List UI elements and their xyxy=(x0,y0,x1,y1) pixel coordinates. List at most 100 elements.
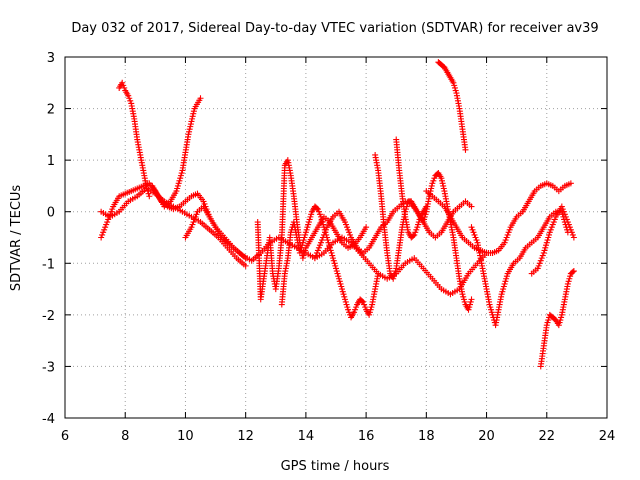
y-tick-label: -1 xyxy=(42,257,55,272)
data-point xyxy=(551,216,558,223)
data-point xyxy=(313,205,320,212)
data-point xyxy=(120,82,127,89)
data-point xyxy=(330,257,337,264)
data-point xyxy=(324,237,331,244)
data-point xyxy=(465,306,472,313)
data-point xyxy=(197,95,204,102)
data-point xyxy=(326,242,333,249)
data-point xyxy=(428,185,435,192)
data-point xyxy=(109,206,116,213)
data-point xyxy=(186,128,193,135)
data-point xyxy=(143,182,150,189)
data-point xyxy=(144,188,151,195)
x-tick-label: 6 xyxy=(61,429,69,444)
data-point xyxy=(560,208,567,215)
data-point xyxy=(305,219,312,226)
data-point xyxy=(498,291,505,298)
data-point xyxy=(557,317,564,324)
data-point xyxy=(503,273,510,280)
data-point xyxy=(320,231,327,238)
data-point xyxy=(556,319,563,326)
data-point xyxy=(335,273,342,280)
data-point xyxy=(304,224,311,231)
series-track-k xyxy=(435,59,469,153)
y-tick-label: 0 xyxy=(47,206,55,221)
data-point xyxy=(536,260,543,267)
series-track-n xyxy=(537,268,577,370)
series-track-f xyxy=(254,157,370,303)
data-point xyxy=(200,198,207,205)
data-point xyxy=(471,231,478,238)
series-track-m xyxy=(468,208,571,329)
data-point xyxy=(535,262,542,269)
points-layer xyxy=(98,59,577,370)
data-point xyxy=(339,288,346,295)
data-point xyxy=(145,190,152,197)
data-point xyxy=(352,306,359,313)
data-point xyxy=(189,115,196,122)
data-point xyxy=(411,231,418,238)
data-point xyxy=(99,231,106,238)
data-point xyxy=(429,180,436,187)
data-point xyxy=(322,226,329,233)
data-point xyxy=(347,231,354,238)
data-point xyxy=(390,275,397,282)
data-point xyxy=(326,244,333,251)
data-point xyxy=(567,226,574,233)
data-point xyxy=(543,239,550,246)
data-point xyxy=(346,309,353,316)
data-point xyxy=(344,304,351,311)
data-point xyxy=(438,175,445,182)
data-point xyxy=(570,234,577,241)
data-point xyxy=(504,231,511,238)
data-point xyxy=(415,221,422,228)
data-point xyxy=(500,286,507,293)
data-point xyxy=(146,193,153,200)
data-point xyxy=(325,239,332,246)
data-point xyxy=(296,249,303,256)
data-point xyxy=(189,221,196,228)
data-point xyxy=(102,224,109,231)
x-tick-label: 24 xyxy=(599,429,616,444)
x-tick-label: 12 xyxy=(237,429,254,444)
data-point xyxy=(549,221,556,228)
data-point xyxy=(541,247,548,254)
data-point xyxy=(302,229,309,236)
data-point xyxy=(345,226,352,233)
data-point xyxy=(544,319,551,326)
data-point xyxy=(501,239,508,246)
y-axis-label: SDTVAR / TECUs xyxy=(9,185,24,292)
data-point xyxy=(305,221,312,228)
data-point xyxy=(547,226,554,233)
data-point xyxy=(431,175,438,182)
data-point xyxy=(502,278,509,285)
data-point xyxy=(177,175,184,182)
data-point xyxy=(558,314,565,321)
data-point xyxy=(466,304,473,311)
data-point xyxy=(178,170,185,177)
data-point xyxy=(337,280,344,287)
data-point xyxy=(546,229,553,236)
data-point xyxy=(312,252,319,259)
data-point xyxy=(416,216,423,223)
data-point xyxy=(175,180,182,187)
data-point xyxy=(311,255,318,262)
x-tick-label: 14 xyxy=(298,429,315,444)
data-point xyxy=(342,219,349,226)
data-point xyxy=(302,231,309,238)
data-point xyxy=(187,123,194,130)
data-point xyxy=(538,255,545,262)
data-point xyxy=(341,293,348,300)
data-point xyxy=(301,234,308,241)
data-point xyxy=(329,252,336,259)
data-point xyxy=(452,87,459,94)
data-point xyxy=(558,203,565,210)
data-point xyxy=(423,203,430,210)
data-point xyxy=(333,268,340,275)
data-point xyxy=(391,270,398,277)
data-point xyxy=(415,219,422,226)
series-track-l xyxy=(423,180,574,256)
data-point xyxy=(336,278,343,285)
data-point xyxy=(566,275,573,282)
data-point xyxy=(242,262,249,269)
